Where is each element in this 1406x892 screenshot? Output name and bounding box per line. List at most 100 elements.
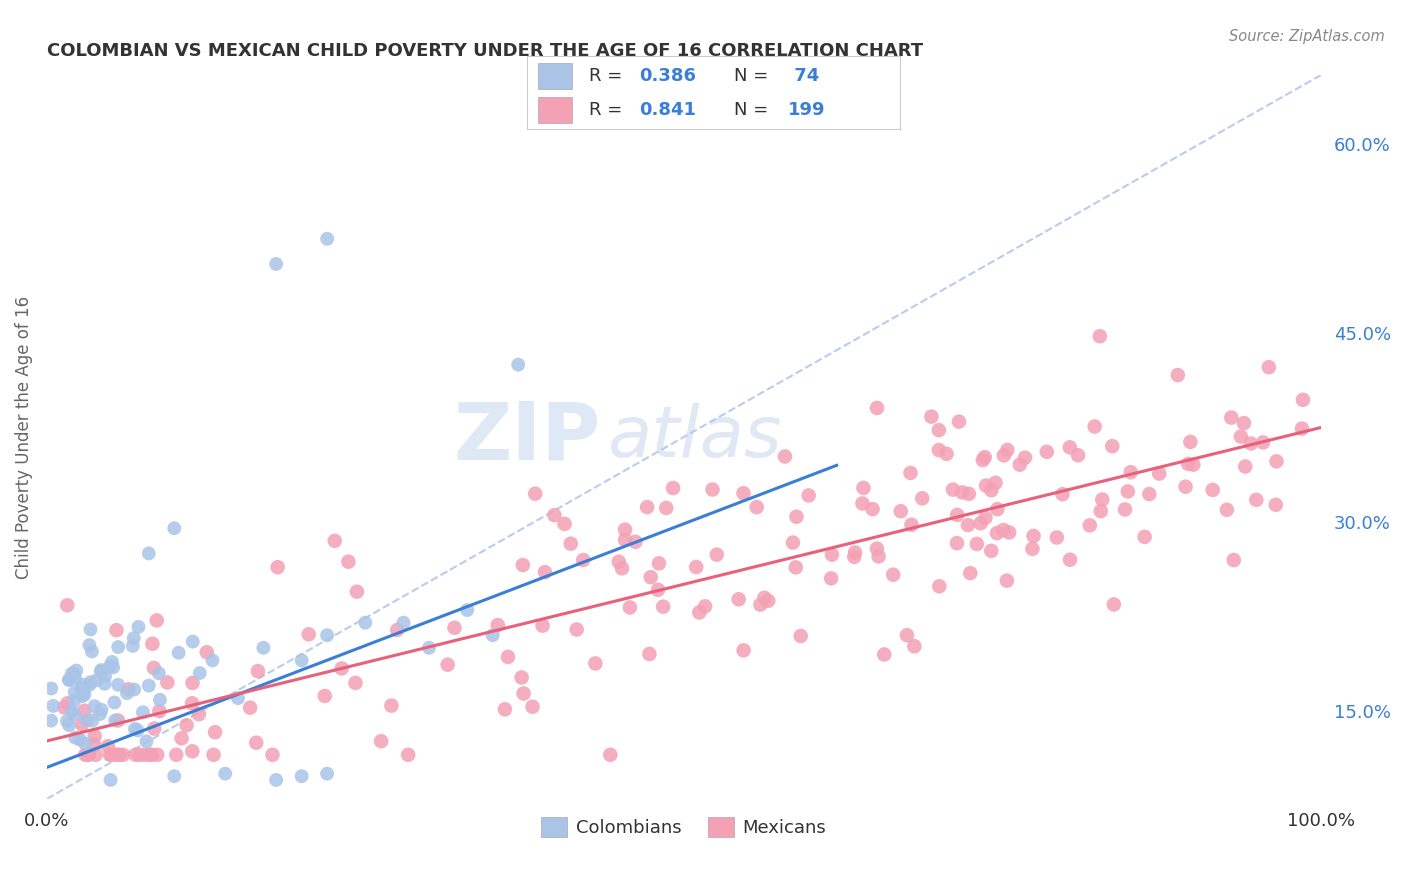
Point — [188, 665, 211, 680]
Point — [882, 567, 904, 582]
Point — [195, 645, 218, 659]
Point — [214, 766, 236, 780]
Point — [900, 466, 922, 480]
Point — [314, 689, 336, 703]
Point — [58, 673, 80, 687]
Point — [42, 698, 65, 713]
Point — [56, 599, 79, 613]
Point — [1119, 465, 1142, 479]
Point — [127, 723, 149, 738]
Point — [63, 707, 86, 722]
Point — [316, 232, 339, 246]
Point — [418, 640, 440, 655]
Point — [135, 734, 157, 748]
Point — [165, 747, 187, 762]
Point — [132, 705, 155, 719]
Point — [142, 661, 165, 675]
Point — [655, 500, 678, 515]
Point — [181, 744, 204, 758]
Point — [928, 579, 950, 593]
Point — [607, 555, 630, 569]
Point — [387, 623, 409, 637]
Point — [1246, 492, 1268, 507]
Point — [1264, 498, 1286, 512]
Point — [115, 686, 138, 700]
Point — [973, 450, 995, 465]
Point — [79, 678, 101, 692]
Point — [1052, 487, 1074, 501]
Point — [1090, 504, 1112, 518]
Point — [583, 657, 606, 671]
Point — [993, 523, 1015, 537]
Text: R =: R = — [589, 67, 627, 85]
Y-axis label: Child Poverty Under the Age of 16: Child Poverty Under the Age of 16 — [15, 295, 32, 579]
Point — [1292, 392, 1315, 407]
Point — [821, 548, 844, 562]
Point — [134, 747, 156, 762]
Point — [58, 673, 80, 687]
Point — [662, 481, 685, 495]
Point — [946, 536, 969, 550]
Text: 0.386: 0.386 — [640, 67, 696, 85]
Point — [624, 534, 647, 549]
Point — [148, 666, 170, 681]
Point — [122, 682, 145, 697]
Point — [920, 409, 942, 424]
Point — [512, 558, 534, 572]
Point — [141, 637, 163, 651]
Point — [266, 560, 288, 574]
Point — [844, 545, 866, 559]
Point — [1230, 429, 1253, 443]
Point — [170, 731, 193, 746]
Point — [149, 692, 172, 706]
Point — [146, 747, 169, 762]
FancyBboxPatch shape — [538, 62, 572, 89]
Point — [852, 481, 875, 495]
Point — [107, 714, 129, 728]
Point — [112, 747, 135, 762]
Point — [122, 631, 145, 645]
Point — [873, 648, 896, 662]
Point — [1133, 530, 1156, 544]
Point — [39, 681, 62, 696]
Point — [98, 659, 121, 673]
Point — [76, 713, 98, 727]
Point — [1223, 553, 1246, 567]
Point — [647, 582, 669, 597]
Point — [89, 706, 111, 721]
Point — [1021, 541, 1043, 556]
Point — [1088, 329, 1111, 343]
Point — [614, 533, 637, 547]
Point — [105, 624, 128, 638]
Point — [60, 666, 83, 681]
Point — [1046, 531, 1069, 545]
Point — [69, 732, 91, 747]
Point — [610, 561, 633, 575]
Point — [510, 671, 533, 685]
Point — [60, 705, 83, 719]
Point — [204, 725, 226, 739]
Point — [993, 448, 1015, 462]
Point — [896, 628, 918, 642]
Point — [370, 734, 392, 748]
Point — [496, 649, 519, 664]
Point — [124, 722, 146, 736]
Point — [316, 766, 339, 780]
Point — [101, 660, 124, 674]
Point — [1234, 459, 1257, 474]
Point — [83, 699, 105, 714]
Point — [862, 502, 884, 516]
Point — [773, 450, 796, 464]
Point — [1008, 458, 1031, 472]
Point — [107, 640, 129, 654]
Point — [80, 644, 103, 658]
Text: COLOMBIAN VS MEXICAN CHILD POVERTY UNDER THE AGE OF 16 CORRELATION CHART: COLOMBIAN VS MEXICAN CHILD POVERTY UNDER… — [46, 42, 922, 60]
Point — [79, 638, 101, 652]
Point — [97, 739, 120, 754]
Point — [745, 500, 768, 515]
Text: N =: N = — [734, 67, 775, 85]
Point — [65, 731, 87, 745]
Point — [181, 696, 204, 710]
Point — [245, 736, 267, 750]
Point — [105, 747, 128, 762]
